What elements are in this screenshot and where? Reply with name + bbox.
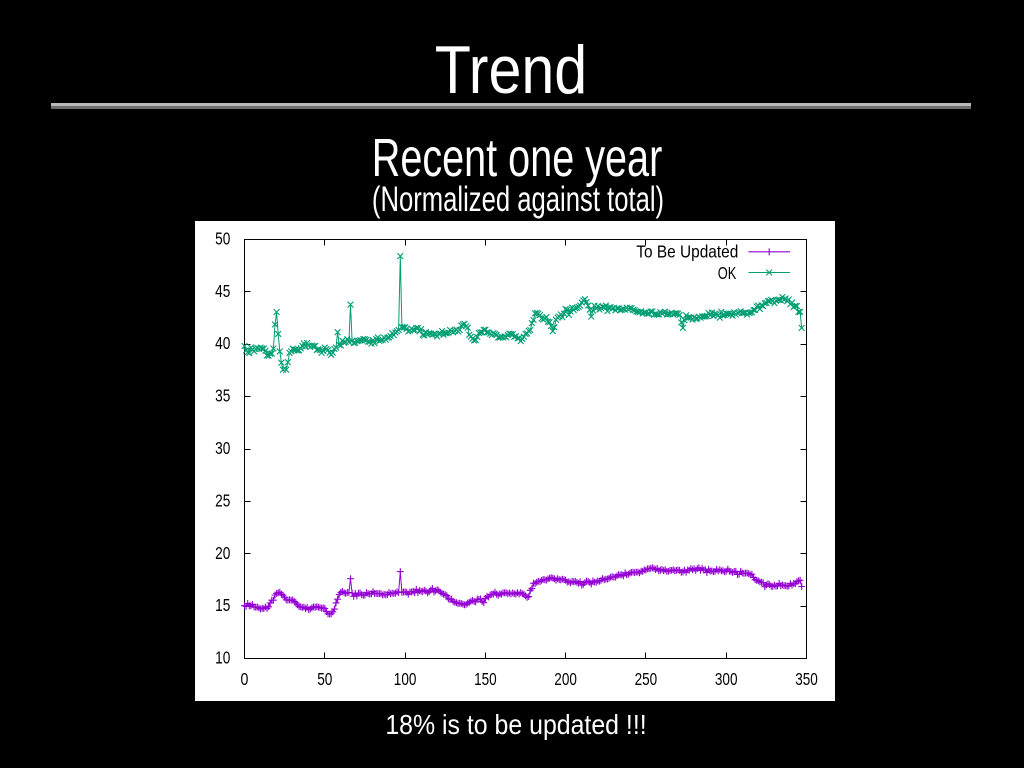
svg-text:150: 150	[474, 669, 497, 689]
svg-text:200: 200	[554, 669, 577, 689]
svg-text:35: 35	[215, 386, 230, 406]
svg-text:20: 20	[215, 543, 230, 563]
svg-text:To Be Updated: To Be Updated	[636, 241, 738, 261]
svg-text:40: 40	[215, 333, 230, 353]
svg-text:45: 45	[215, 281, 230, 301]
svg-text:OK: OK	[718, 263, 737, 283]
svg-text:10: 10	[215, 648, 230, 668]
svg-text:0: 0	[241, 669, 249, 689]
svg-text:350: 350	[795, 669, 818, 689]
svg-text:300: 300	[715, 669, 738, 689]
svg-text:25: 25	[215, 490, 230, 510]
svg-text:50: 50	[317, 669, 332, 689]
svg-text:250: 250	[635, 669, 658, 689]
svg-text:50: 50	[215, 229, 230, 249]
svg-text:30: 30	[215, 438, 230, 458]
svg-text:100: 100	[394, 669, 417, 689]
svg-text:15: 15	[215, 595, 230, 615]
